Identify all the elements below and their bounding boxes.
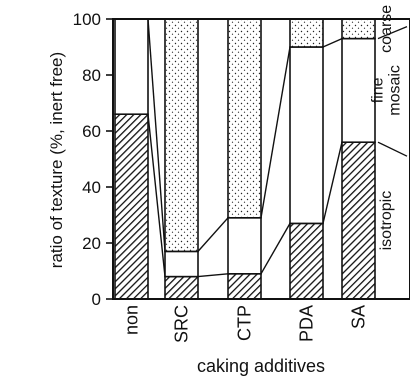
legend-label-fine-mosaic: mosaic bbox=[387, 65, 404, 116]
x-tick-label: non bbox=[122, 305, 142, 335]
connector-0-0 bbox=[147, 114, 166, 277]
connector-2-0 bbox=[260, 223, 291, 275]
bar-ctp-isotropic bbox=[227, 272, 262, 300]
x-axis: non SRC CTP PDA SA bbox=[122, 305, 369, 343]
connectors-layer bbox=[147, 18, 343, 278]
connector-1-1 bbox=[197, 217, 229, 252]
x-tick-label: SA bbox=[349, 305, 369, 329]
bar-src-coarse bbox=[164, 18, 199, 253]
x-axis-label: caking additives bbox=[197, 356, 325, 376]
y-tick-label: 20 bbox=[82, 234, 101, 253]
legend-label-fine-mosaic: fine bbox=[370, 77, 387, 103]
bar-non-isotropic bbox=[114, 113, 149, 300]
bar-ctp-coarse bbox=[227, 18, 262, 219]
legend: isotropic fine mosaic coarse bbox=[370, 5, 408, 251]
y-tick-label: 100 bbox=[73, 10, 101, 29]
bars-layer bbox=[114, 18, 376, 300]
legend-divider bbox=[377, 25, 408, 40]
legend-label-coarse: coarse bbox=[378, 5, 395, 53]
bar-pda-coarse bbox=[289, 18, 324, 48]
legend-divider bbox=[377, 141, 408, 157]
legend-label-isotropic: isotropic bbox=[378, 191, 395, 251]
bar-pda-fine-mosaic bbox=[289, 46, 324, 225]
y-axis: 0 20 40 60 80 100 bbox=[73, 10, 113, 309]
bar-src-fine-mosaic bbox=[164, 250, 199, 278]
connector-1-0 bbox=[197, 273, 229, 278]
y-tick-label: 60 bbox=[82, 122, 101, 141]
bar-pda-isotropic bbox=[289, 222, 324, 300]
connector-0-1 bbox=[147, 18, 166, 252]
bar-sa-fine-mosaic bbox=[341, 37, 376, 143]
connector-2-1 bbox=[260, 46, 291, 218]
x-tick-label: PDA bbox=[297, 305, 317, 342]
y-tick-label: 0 bbox=[92, 290, 101, 309]
y-axis-label: ratio of texture (%, inert free) bbox=[47, 52, 66, 268]
plot-frame bbox=[112, 18, 410, 300]
connector-3-1 bbox=[322, 37, 343, 48]
x-tick-label: CTP bbox=[235, 305, 255, 341]
bar-non-fine-mosaic bbox=[114, 18, 149, 115]
bar-sa-isotropic bbox=[341, 141, 376, 300]
bar-src-isotropic bbox=[164, 275, 199, 300]
connector-3-0 bbox=[322, 142, 343, 224]
x-tick-label: SRC bbox=[172, 305, 192, 343]
bar-sa-coarse bbox=[341, 18, 376, 40]
bar-ctp-fine-mosaic bbox=[227, 217, 262, 275]
y-tick-label: 40 bbox=[82, 178, 101, 197]
y-tick-label: 80 bbox=[82, 66, 101, 85]
